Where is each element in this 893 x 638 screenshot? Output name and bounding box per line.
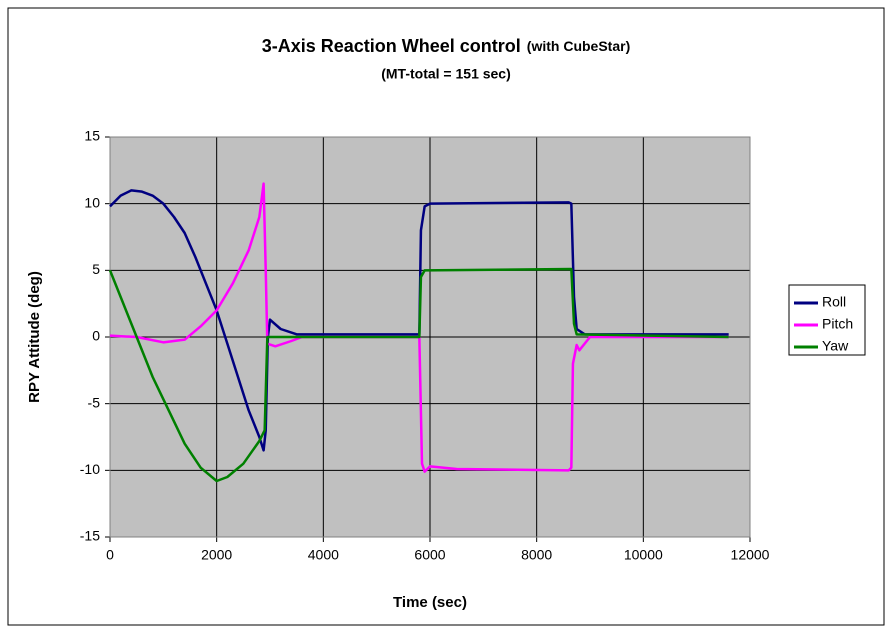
- legend-label: Pitch: [822, 316, 853, 332]
- x-tick-label: 10000: [624, 547, 663, 563]
- y-tick-label: -5: [88, 394, 101, 410]
- x-tick-label: 8000: [521, 547, 552, 563]
- series-line: [109, 189, 729, 452]
- legend: [788, 284, 866, 356]
- y-tick-label: -10: [80, 461, 100, 477]
- x-tick-label: 2000: [201, 547, 232, 563]
- legend-label: Roll: [822, 294, 846, 310]
- legend-label: Yaw: [822, 338, 849, 354]
- y-axis-label: RPY Attitude (deg): [26, 271, 43, 403]
- x-tick-label: 0: [106, 547, 114, 563]
- x-axis-label: Time (sec): [393, 594, 467, 611]
- y-tick-label: 0: [92, 328, 100, 344]
- title-note: (with CubeStar): [527, 38, 630, 54]
- y-tick-label: 15: [84, 128, 100, 144]
- x-tick-label: 6000: [414, 547, 445, 563]
- plot-border: [109, 136, 751, 538]
- chart-title: 3-Axis Reaction Wheel control (with CubeS…: [262, 36, 631, 56]
- y-tick-label: -15: [80, 528, 100, 544]
- y-tick-label: 10: [84, 194, 100, 210]
- title-main: 3-Axis Reaction Wheel control: [262, 36, 521, 56]
- series-line: [109, 182, 729, 473]
- series-line: [108, 267, 729, 483]
- y-tick-label: 5: [92, 261, 100, 277]
- chart-subtitle: (MT-total = 151 sec): [381, 66, 511, 82]
- x-tick-label: 4000: [308, 547, 339, 563]
- x-tick-label: 12000: [731, 547, 770, 563]
